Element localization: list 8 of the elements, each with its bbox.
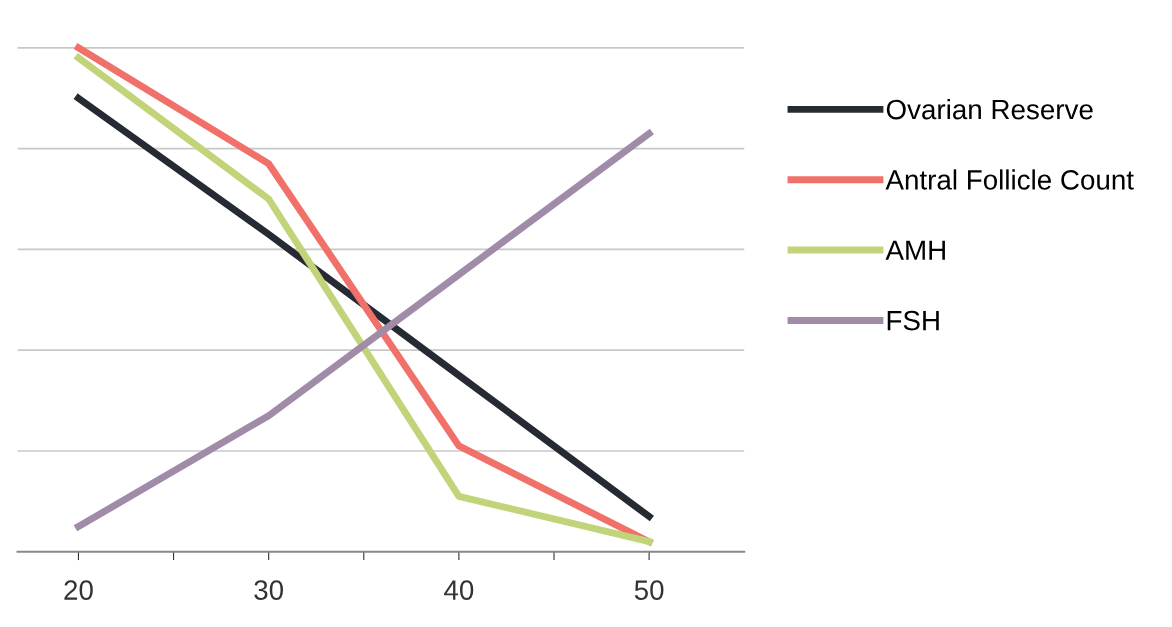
x-tick-label: 40: [444, 580, 474, 600]
x-tick-label: 50: [634, 580, 664, 600]
legend-label: Ovarian Reserve: [886, 98, 1093, 120]
legend-label: FSH: [887, 310, 939, 331]
legend-label: Antral Follicle Count: [885, 169, 1134, 190]
x-tick-label: 20: [64, 580, 93, 600]
x-tick-label: 30: [254, 580, 284, 600]
legend-label: AMH: [885, 240, 945, 260]
